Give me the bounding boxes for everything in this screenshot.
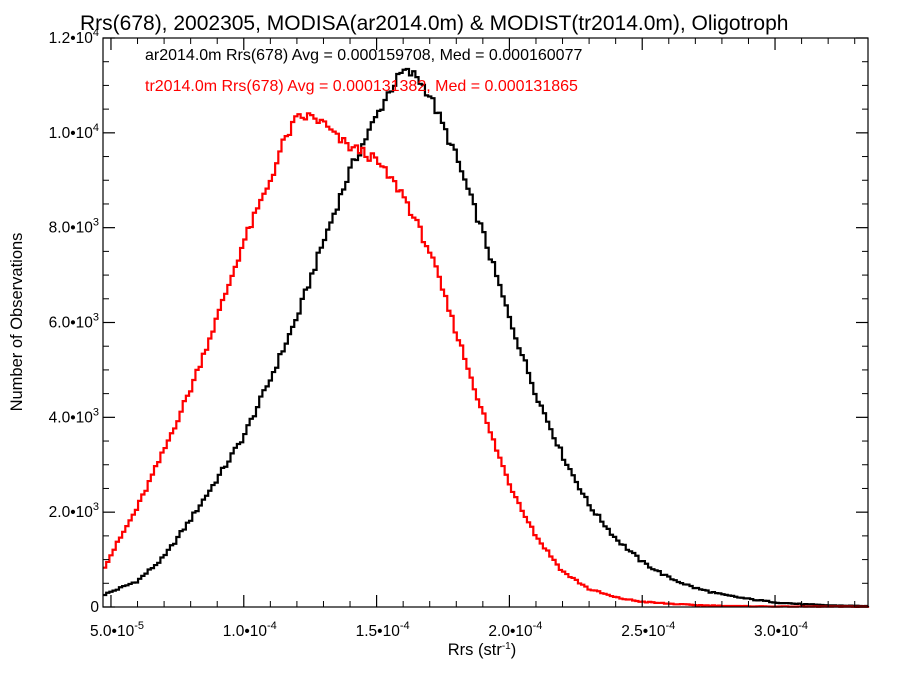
- x-axis-label: Rrs (str-1): [448, 641, 516, 659]
- x-axis-ticks: 5.0•10-5 1.0•10-4 1.5•10-4 2.0•10-4 2.5•10-4…: [90, 38, 856, 640]
- y-tick-label: 0: [90, 599, 99, 616]
- legend: ar2014.0m Rrs(678) Avg = 0.000159708, Me…: [145, 47, 582, 95]
- legend-entry-ar2014: ar2014.0m Rrs(678) Avg = 0.000159708, Me…: [145, 47, 582, 64]
- x-tick-label: 1.0•10-4: [223, 620, 277, 640]
- y-axis-ticks: 0 2.0•103 4.0•103 6.0•103 8.0•103 1.0•104 1.2•…: [49, 27, 868, 616]
- y-tick-label: 8.0•103: [49, 217, 99, 237]
- x-tick-label: 2.0•10-4: [488, 620, 542, 640]
- y-tick-label: 2.0•103: [49, 501, 99, 521]
- y-axis-label: Number of Observations: [8, 233, 26, 412]
- series-line-ar2014: [103, 67, 870, 608]
- x-tick-label: 2.5•10-4: [621, 620, 675, 640]
- series-group: [103, 67, 870, 608]
- y-tick-label: 4.0•103: [49, 406, 99, 426]
- chart-title: Rrs(678), 2002305, MODISA(ar2014.0m) & M…: [80, 12, 788, 35]
- y-tick-label: 1.0•104: [49, 122, 99, 142]
- series-line-tr2014: [103, 112, 870, 608]
- x-tick-label: 5.0•10-5: [90, 620, 144, 640]
- y-tick-label: 6.0•103: [49, 312, 99, 332]
- x-tick-label: 3.0•10-4: [754, 620, 808, 640]
- y-tick-label: 1.2•104: [49, 27, 99, 47]
- x-tick-label: 1.5•10-4: [356, 620, 410, 640]
- legend-entry-tr2014: tr2014.0m Rrs(678) Avg = 0.000131382, Me…: [145, 78, 578, 95]
